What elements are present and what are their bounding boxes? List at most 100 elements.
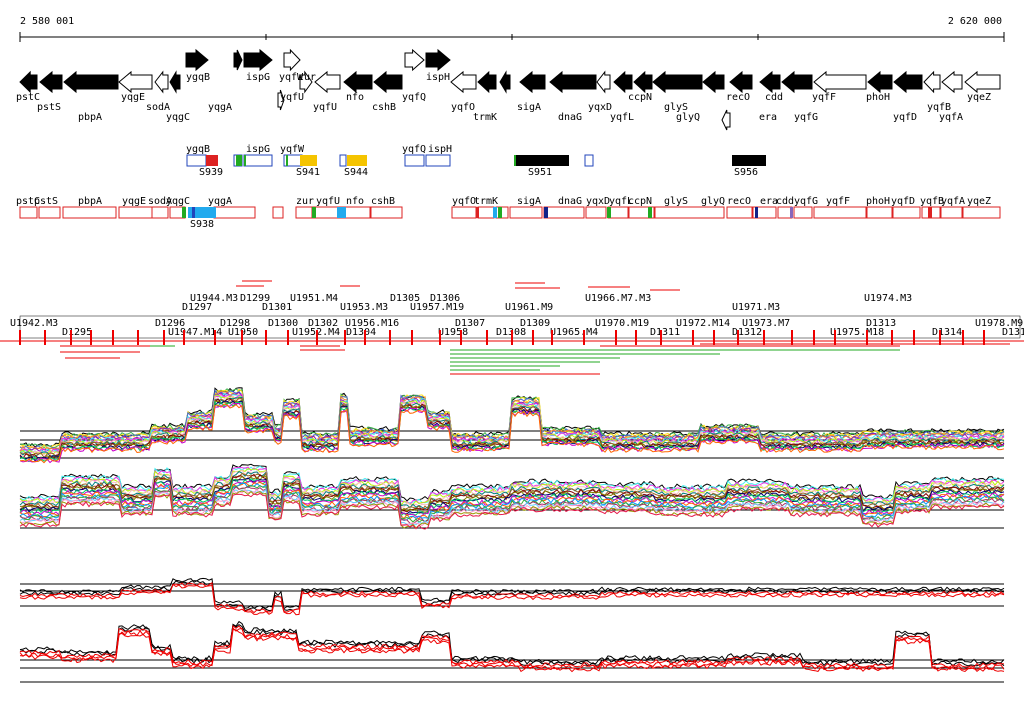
feature-label-lower: D1314 <box>932 327 962 338</box>
feature-label-lower: U1970.M19 <box>595 318 649 329</box>
feature-frame <box>19 315 1021 339</box>
profile-line <box>19 577 1005 610</box>
utr-fill <box>755 207 758 218</box>
expression-profile-multi-bottom <box>19 463 1005 530</box>
segment-box <box>339 154 347 167</box>
gene-label: dnaG <box>558 112 582 123</box>
utr-gene-label: yqgC <box>166 196 190 207</box>
expression-profile-red-bottom <box>19 620 1005 683</box>
gene-label: ccpN <box>628 92 652 103</box>
utr-box <box>793 206 813 219</box>
utr-box <box>892 206 921 219</box>
feature-label-upper: D1301 <box>262 302 292 313</box>
gene-arrow <box>169 70 181 94</box>
utr-gene-label: yqeZ <box>967 196 991 207</box>
utr-box <box>312 206 339 219</box>
gene-arrow <box>118 70 153 94</box>
feature-label-upper: D1305 <box>390 293 420 304</box>
gene-arrow <box>729 70 753 94</box>
feature-label-lower: D1313 <box>866 318 896 329</box>
segment-name: S944 <box>344 167 368 178</box>
utr-gene-label: yqfU <box>316 196 340 207</box>
segment-fill <box>732 155 766 166</box>
utr-box <box>752 206 777 219</box>
utr-gene-label: pbpA <box>78 196 102 207</box>
gene-arrow <box>233 49 243 71</box>
utr-fill <box>312 207 316 218</box>
utr-gene-label: yqfL <box>609 196 633 207</box>
segment-box <box>584 154 594 167</box>
gene-arrow <box>923 70 941 94</box>
gene-label: era <box>759 112 777 123</box>
utr-gene-label: yqfG <box>794 196 818 207</box>
gene-arrow <box>867 70 893 94</box>
utr-fill <box>476 207 479 218</box>
gene-label: yqxD <box>588 102 612 113</box>
utr-fill <box>188 207 216 218</box>
utr-box <box>451 206 477 219</box>
gene-label: yqfD <box>893 112 917 123</box>
utr-fill <box>182 207 186 218</box>
utr-box <box>370 206 403 219</box>
feature-label-lower: U1942.M3 <box>10 318 58 329</box>
profile-line <box>20 388 1005 449</box>
segment-name: S939 <box>199 167 223 178</box>
feature-label-lower: U1958 <box>438 327 468 338</box>
feature-label-lower: U1973.M7 <box>742 318 790 329</box>
utr-gene-label: sodA <box>148 196 172 207</box>
utr-gene-label: yqfF <box>826 196 850 207</box>
profile-line <box>19 467 1005 508</box>
gene-arrow <box>499 70 511 94</box>
utr-gene-label: yqxD <box>586 196 610 207</box>
gene-label-top: yqfW <box>279 72 304 83</box>
profile-line <box>19 470 1005 510</box>
gene-arrow <box>450 70 477 94</box>
gene-label: yqgE <box>121 92 145 103</box>
gene-arrow <box>519 70 546 94</box>
segment-fill <box>244 155 246 166</box>
profile-line <box>19 403 1005 464</box>
segment-box-track: ygqB ispG yqfW yqfQ ispH S939 S941 S944 S951 S956 <box>186 144 766 178</box>
utr-gene-label: glyS <box>664 196 688 207</box>
utr-box <box>38 206 61 219</box>
gene-arrow <box>652 70 703 94</box>
gene-label: trmK <box>473 112 497 123</box>
gene-label: yqfG <box>794 112 818 123</box>
gene-arrow <box>633 70 653 94</box>
utr-box <box>118 206 153 219</box>
segment-name: S951 <box>528 167 552 178</box>
utr-box <box>628 206 655 219</box>
gene-arrow <box>404 48 425 72</box>
feature-label-lower: D1311 <box>650 327 680 338</box>
utr-box <box>295 206 313 219</box>
utr-box <box>866 206 893 219</box>
feature-label-upper: U1961.M9 <box>505 302 553 313</box>
gene-label: yqfF <box>812 92 836 103</box>
feature-label-upper: U1957.M19 <box>410 302 464 313</box>
utr-fill <box>498 207 502 218</box>
profile-line <box>19 492 1005 530</box>
feature-label-lower: U1972.M14 <box>676 318 730 329</box>
utr-gene-label: zur <box>296 196 314 207</box>
utr-gene-label: yqgE <box>122 196 146 207</box>
feature-label-upper: D1299 <box>240 293 270 304</box>
utr-gene-label: yqfD <box>891 196 915 207</box>
profile-line <box>19 627 1005 671</box>
gene-arrow <box>721 109 731 131</box>
gene-arrow <box>373 70 403 94</box>
utr-box <box>962 206 1001 219</box>
gene-label: phoH <box>866 92 890 103</box>
gene-label: yqfU <box>280 92 304 103</box>
feature-label-lower: D1309 <box>520 318 550 329</box>
feature-label-lower: D1298 <box>220 318 250 329</box>
feature-label-upper: U1951.M4 <box>290 293 338 304</box>
utr-box <box>213 206 256 219</box>
ruler-start-label: 2 580 001 <box>20 16 74 27</box>
feature-label-upper: U1944.M3 <box>190 293 238 304</box>
gene-label: sodA <box>146 102 170 113</box>
gene-arrow <box>19 70 38 94</box>
utr-box <box>477 206 495 219</box>
gene-label-top: zur <box>298 72 316 83</box>
feature-label-track: U1944.M3D1297D1299D1301U1951.M4U1953.M3D… <box>0 280 1024 375</box>
